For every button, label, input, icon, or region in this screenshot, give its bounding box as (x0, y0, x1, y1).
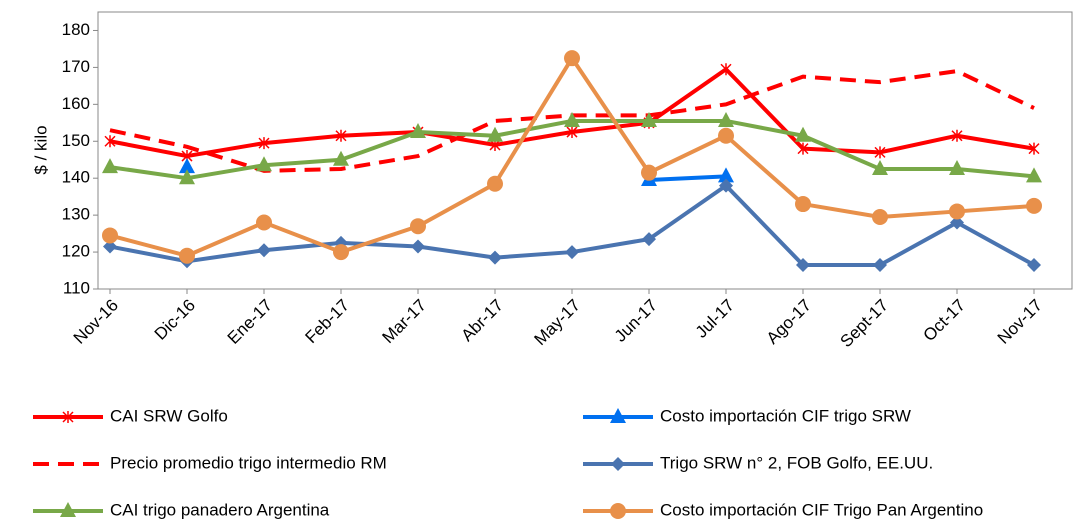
marker (720, 63, 732, 76)
marker (796, 257, 810, 272)
marker (642, 232, 656, 247)
marker (333, 244, 349, 261)
legend-label: Costo importación CIF Trigo Pan Argentin… (660, 500, 983, 519)
marker (179, 247, 195, 264)
marker (611, 457, 625, 471)
marker (873, 257, 887, 272)
x-tick-label: Ago-17 (763, 296, 815, 348)
marker (566, 126, 578, 139)
series-line (109, 56, 1035, 258)
marker (256, 156, 272, 172)
marker (872, 208, 888, 225)
y-tick-label: 170 (62, 57, 90, 76)
marker (103, 239, 117, 254)
x-tick-label: Abr-17 (457, 296, 507, 346)
marker (610, 503, 626, 519)
x-tick-label: Jun-17 (611, 296, 661, 346)
marker (874, 146, 886, 159)
legend-label: Trigo SRW n° 2, FOB Golfo, EE.UU. (660, 453, 933, 472)
x-tick-label: May-17 (530, 296, 584, 350)
y-tick-label: 130 (62, 205, 90, 224)
marker (872, 159, 888, 175)
y-tick-label: 180 (62, 20, 90, 39)
marker (1026, 197, 1042, 214)
x-tick-label: Dic-16 (151, 296, 199, 344)
y-tick-label: 120 (62, 242, 90, 261)
x-tick-label: Oct-17 (919, 296, 969, 346)
legend-label: CAI trigo panadero Argentina (110, 500, 330, 519)
marker (335, 129, 347, 142)
marker (949, 203, 965, 220)
marker (256, 214, 272, 231)
marker (564, 111, 580, 127)
marker (641, 164, 657, 181)
marker (410, 123, 426, 139)
x-tick-label: Ene-17 (224, 296, 276, 348)
x-tick-label: Nov-16 (70, 296, 122, 348)
marker (258, 137, 270, 150)
plot-frame (97, 11, 1073, 290)
x-tick-label: Sept-17 (836, 296, 892, 352)
marker (488, 250, 502, 265)
series-line (648, 174, 727, 183)
marker (487, 126, 503, 142)
marker (718, 127, 734, 144)
y-tick-label: 140 (62, 168, 90, 187)
marker (102, 227, 118, 244)
x-tick-label: Mar-17 (378, 296, 430, 348)
marker (564, 50, 580, 67)
marker (333, 150, 349, 166)
marker (795, 196, 811, 213)
legend-label: CAI SRW Golfo (110, 406, 228, 425)
y-axis-title: $ / kilo (31, 125, 50, 174)
marker (610, 408, 626, 423)
marker (719, 178, 733, 193)
marker (951, 129, 963, 142)
marker (410, 218, 426, 235)
marker (411, 239, 425, 254)
y-tick-label: 160 (62, 94, 90, 113)
marker (257, 243, 271, 258)
marker (718, 111, 734, 127)
x-tick-label: Jul-17 (692, 296, 738, 342)
x-tick-label: Feb-17 (301, 296, 353, 348)
marker (487, 175, 503, 192)
marker (1027, 257, 1041, 272)
marker (104, 135, 116, 148)
marker (795, 126, 811, 142)
legend-label: Precio promedio trigo intermedio RM (110, 453, 387, 472)
y-tick-label: 110 (63, 278, 90, 297)
marker (718, 167, 734, 183)
marker (179, 169, 195, 185)
marker (565, 245, 579, 260)
marker (62, 411, 74, 423)
marker (950, 215, 964, 230)
y-tick-label: 150 (62, 131, 90, 150)
marker (179, 158, 195, 174)
marker (1026, 167, 1042, 183)
marker (102, 158, 118, 174)
marker (1028, 142, 1040, 155)
marker (797, 142, 809, 155)
marker (60, 502, 76, 517)
marker (949, 159, 965, 175)
legend-label: Costo importación CIF trigo SRW (660, 406, 911, 425)
marker (641, 111, 657, 127)
x-tick-label: Nov-17 (994, 296, 1046, 348)
